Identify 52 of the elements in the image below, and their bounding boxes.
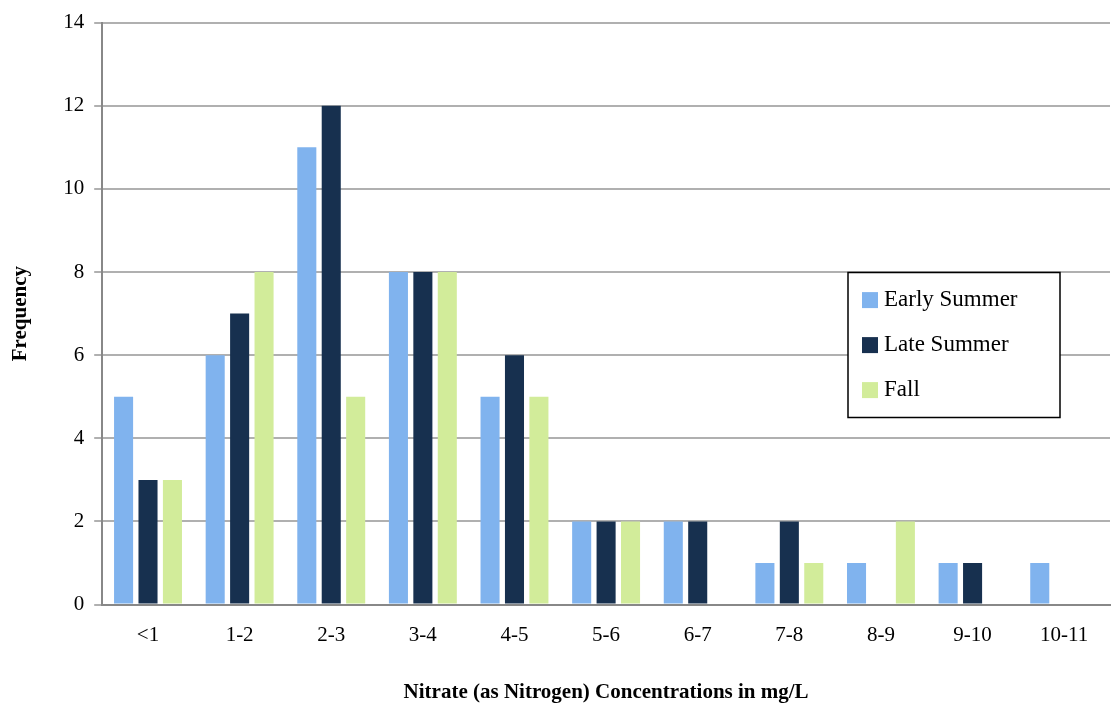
bar <box>847 563 867 604</box>
x-tick-label: 5-6 <box>592 621 621 646</box>
x-tick-label: 6-7 <box>683 621 712 646</box>
bar <box>621 521 641 604</box>
bar <box>388 272 408 604</box>
bar <box>437 272 457 604</box>
x-tick-label: 3-4 <box>408 621 438 646</box>
y-tick-label: 6 <box>73 341 85 366</box>
x-tick-label: 4-5 <box>500 621 529 646</box>
bar <box>480 396 500 604</box>
x-tick-label: <1 <box>136 621 160 646</box>
y-tick-label: 2 <box>73 507 85 532</box>
bar <box>504 355 525 604</box>
bar <box>572 521 592 604</box>
bar <box>596 521 616 604</box>
x-tick-label: 9-10 <box>953 621 992 646</box>
y-tick-label: 10 <box>63 175 85 200</box>
bar <box>114 396 134 604</box>
legend-label: Late Summer <box>884 331 1009 357</box>
bar <box>779 521 799 604</box>
bar <box>230 313 250 604</box>
y-axis-title: Frequency <box>7 265 32 362</box>
bar <box>895 521 915 604</box>
bar <box>346 396 366 604</box>
y-tick-label: 0 <box>73 591 85 616</box>
bar <box>138 479 158 604</box>
bar <box>205 355 225 604</box>
bar <box>297 147 317 604</box>
y-tick-label: 14 <box>63 9 85 34</box>
x-tick-label: 8-9 <box>866 621 895 646</box>
legend-label: Fall <box>884 376 920 402</box>
bar <box>529 396 549 604</box>
x-tick-label: 2-3 <box>317 621 346 646</box>
x-axis-title: Nitrate (as Nitrogen) Concentrations in mg/L <box>403 678 809 703</box>
bar <box>804 563 824 604</box>
legend-label: Early Summer <box>884 286 1018 312</box>
x-tick-label: 1-2 <box>225 621 254 646</box>
x-tick-label: 7-8 <box>775 621 804 646</box>
bar <box>755 563 775 604</box>
x-tick-label: 10-11 <box>1040 621 1089 646</box>
bar <box>963 563 983 604</box>
bar <box>663 521 683 604</box>
bar <box>1030 563 1050 604</box>
bar <box>162 479 182 604</box>
y-tick-label: 12 <box>63 92 85 117</box>
y-tick-label: 4 <box>73 424 85 449</box>
y-tick-label: 8 <box>73 258 85 283</box>
bar <box>688 521 708 604</box>
bar <box>254 272 274 604</box>
bar <box>321 105 341 604</box>
bar <box>938 563 958 604</box>
bar <box>413 272 433 604</box>
